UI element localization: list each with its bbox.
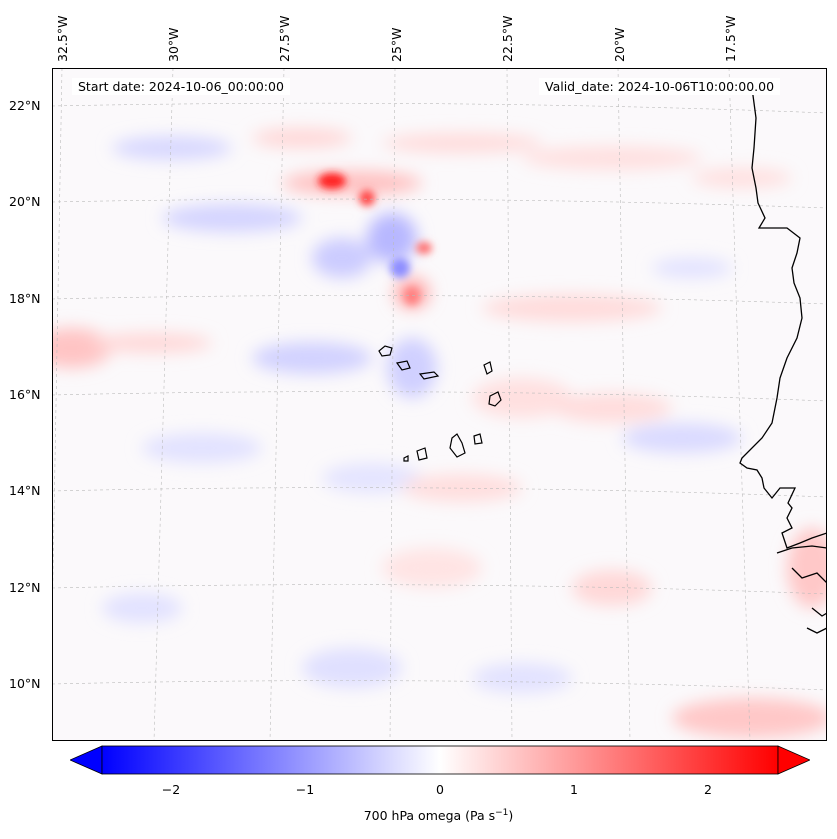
island-santo-antao <box>378 345 393 357</box>
colorbar <box>70 745 810 775</box>
lon-label-30w: 30°W <box>166 27 181 62</box>
island-sal <box>483 361 493 375</box>
colorbar-gradient <box>101 745 779 775</box>
lat-label-18n: 18°N <box>9 291 41 306</box>
colorbar-tick-minus1: −1 <box>295 782 315 797</box>
lon-label-20w: 20°W <box>612 27 627 62</box>
map-border <box>52 68 827 741</box>
lon-label-22-5w: 22.5°W <box>500 15 515 62</box>
map-background <box>52 68 827 741</box>
lon-label-32-5w: 32.5°W <box>55 15 70 62</box>
colorbar-tick-2: 2 <box>704 782 712 797</box>
island-sao-nicolau <box>418 371 440 380</box>
island-fogo <box>416 447 428 461</box>
lat-label-14n: 14°N <box>9 483 41 498</box>
omega-field <box>52 128 827 738</box>
lat-label-22n: 22°N <box>9 98 41 113</box>
colorbar-min-extend <box>70 745 103 775</box>
colorbar-tick-0: 0 <box>436 782 444 797</box>
coastline <box>739 87 827 634</box>
omega-map <box>52 68 827 741</box>
omega-peaks <box>318 173 432 305</box>
graticule <box>52 68 827 741</box>
island-brava <box>403 455 409 462</box>
island-maio <box>473 433 483 445</box>
lat-label-12n: 12°N <box>9 580 41 595</box>
colorbar-tick-1: 1 <box>570 782 578 797</box>
colorbar-label: 700 hPa omega (Pa s−1) <box>363 808 514 824</box>
lat-label-20n: 20°N <box>9 194 41 209</box>
lon-label-27-5w: 27.5°W <box>277 15 292 62</box>
valid-date-label: Valid_date: 2024-10-06T10:00:00.00 <box>539 78 781 95</box>
island-santiago <box>449 433 466 458</box>
colorbar-tick-minus2: −2 <box>161 782 181 797</box>
lat-label-10n: 10°N <box>9 676 41 691</box>
start-date-label: Start date: 2024-10-06_00:00:00 <box>72 78 290 95</box>
lon-label-25w: 25°W <box>389 27 404 62</box>
lon-label-17-5w: 17.5°W <box>723 15 738 62</box>
cape-verde-islands <box>378 345 502 462</box>
lat-label-16n: 16°N <box>9 387 41 402</box>
island-boa-vista <box>488 391 502 407</box>
island-sao-vicente <box>395 360 411 371</box>
colorbar-max-extend <box>777 745 810 775</box>
